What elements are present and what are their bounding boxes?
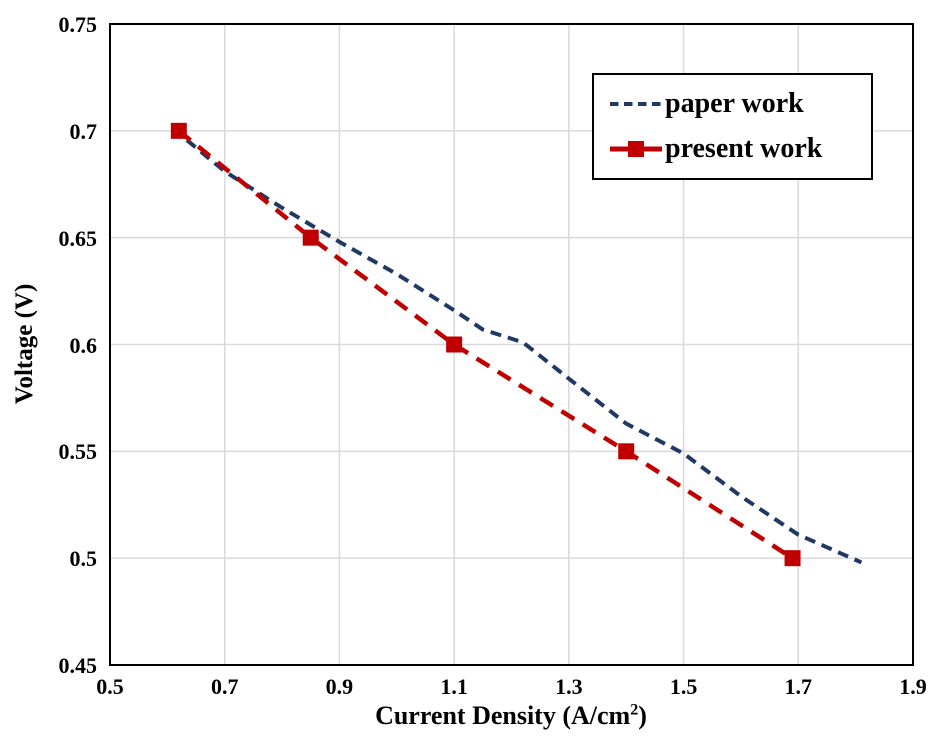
x-tick-label: 0.5	[96, 674, 124, 699]
x-tick-label: 1.3	[555, 674, 583, 699]
x-axis-title-text: Current Density (A/cm	[375, 701, 631, 730]
x-tick-label: 0.9	[325, 674, 354, 699]
x-axis-title-superscript: 2	[630, 701, 639, 719]
x-tick-label: 0.7	[210, 674, 239, 699]
y-tick-label: 0.5	[69, 546, 98, 572]
legend-label-paper-work: paper work	[665, 87, 804, 119]
y-tick-label: 0.7	[69, 118, 98, 144]
present-work-data-point-marker	[618, 443, 635, 460]
y-tick-label: 0.65	[58, 225, 98, 251]
x-tick-label: 1.1	[440, 674, 468, 699]
x-tick-label: 1.5	[669, 674, 698, 699]
x-axis-title-close: )	[638, 701, 647, 730]
paper-work-series-line	[171, 127, 863, 565]
plot-border	[109, 23, 914, 666]
legend-item-paper-work: paper work	[610, 87, 871, 119]
legend-swatch-marker	[628, 141, 644, 158]
present-work-data-point-marker	[784, 550, 801, 567]
y-tick-label: 0.45	[58, 653, 98, 678]
legend: paper work present work	[592, 73, 873, 180]
present-work-data-point-marker	[302, 229, 319, 246]
present-work-line-swatch	[610, 141, 662, 158]
present-work-data-point-marker	[170, 122, 187, 139]
legend-item-present-work: present work	[610, 135, 871, 163]
legend-label-present-work: present work	[665, 133, 823, 165]
x-tick-label: 1.7	[784, 674, 813, 699]
y-tick-label: 0.6	[69, 332, 98, 358]
present-work-series-line	[177, 129, 794, 561]
paper-work-line-swatch	[610, 101, 662, 106]
present-work-data-point-marker	[446, 336, 463, 353]
x-tick-label: 1.9	[899, 674, 927, 699]
x-axis-title: Current Density (A/cm2)	[375, 701, 647, 731]
y-tick-label: 0.55	[58, 439, 98, 465]
y-tick-label: 0.75	[58, 12, 98, 37]
